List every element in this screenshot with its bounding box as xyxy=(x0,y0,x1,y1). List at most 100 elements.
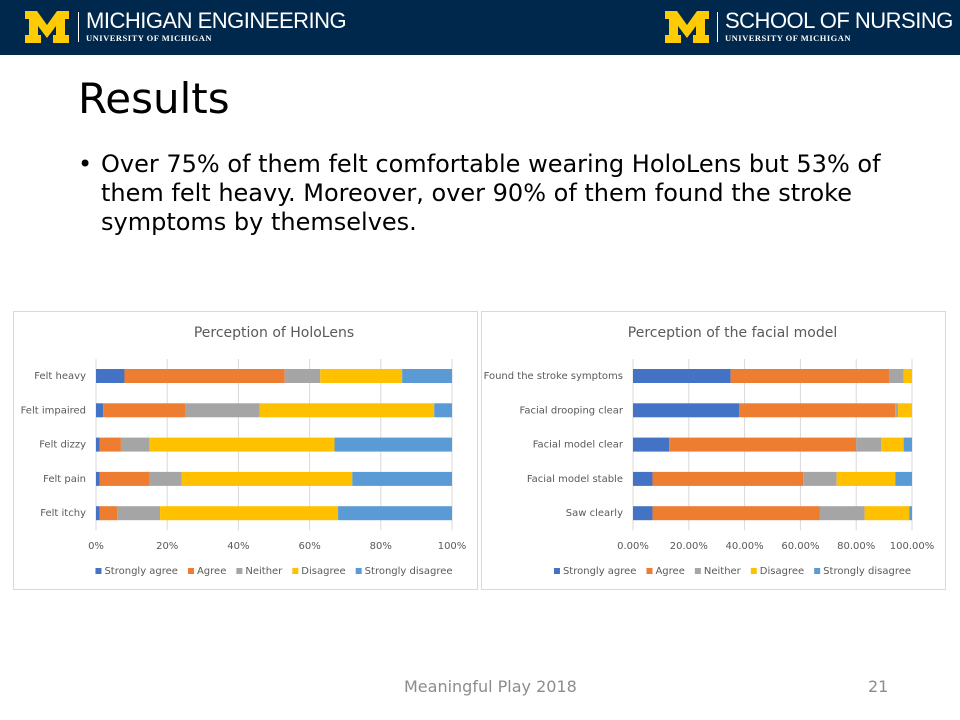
bar-segment xyxy=(856,437,882,452)
bar-segment xyxy=(903,437,912,452)
x-tick-label: 20% xyxy=(156,541,178,552)
bar-segment xyxy=(149,471,182,486)
legend-label: Disagree xyxy=(301,566,345,577)
x-tick-label: 80% xyxy=(370,541,392,552)
y-tick-label: Felt dizzy xyxy=(39,440,86,451)
y-tick-label: Felt pain xyxy=(43,474,86,485)
bar-segment xyxy=(160,506,339,521)
bar-segment xyxy=(633,437,670,452)
x-tick-label: 60.00% xyxy=(781,541,819,552)
y-tick-label: Facial drooping clear xyxy=(520,405,624,416)
legend-swatch xyxy=(750,568,757,574)
bar-segment xyxy=(352,471,452,486)
bar-segment xyxy=(117,506,161,521)
bar-segment xyxy=(803,471,837,486)
x-tick-label: 40.00% xyxy=(726,541,764,552)
y-tick-label: Facial model clear xyxy=(533,440,624,451)
y-tick-label: Felt impaired xyxy=(21,405,86,416)
bar-segment xyxy=(909,506,912,521)
bar-segment xyxy=(889,369,904,383)
legend-label: Strongly disagree xyxy=(365,566,453,577)
bar-segment xyxy=(259,403,435,418)
legend-swatch xyxy=(292,568,299,574)
chart-frame: Perception of HoloLens 0% 20% 40% 60% 80% 100%… xyxy=(13,311,478,590)
brand-subtitle: UNIVERSITY OF MICHIGAN xyxy=(725,33,852,43)
bar-segment xyxy=(633,403,740,418)
bar-segment xyxy=(895,403,899,418)
bar-segment xyxy=(96,471,100,486)
x-tick-label: 60% xyxy=(298,541,320,552)
page-number: 21 xyxy=(868,677,889,696)
bar-segment xyxy=(96,369,125,383)
x-tick-label: 20.00% xyxy=(670,541,708,552)
bar-segment xyxy=(96,437,100,452)
brand-left: MICHIGAN ENGINEERING UNIVERSITY OF MICHI… xyxy=(86,9,347,44)
x-tick-label: 0% xyxy=(88,541,104,552)
legend-swatch xyxy=(814,568,821,574)
legend-swatch xyxy=(95,568,102,574)
bar-segment xyxy=(881,437,904,452)
bullet-text: Over 75% of them felt comfortable wearin… xyxy=(101,150,881,236)
bar-segment xyxy=(633,506,653,521)
y-tick-label: Felt heavy xyxy=(34,371,86,382)
bar-segment xyxy=(652,506,820,521)
y-tick-label: Found the stroke symptoms xyxy=(484,371,623,382)
bar-segment xyxy=(96,403,104,418)
legend-label: Strongly agree xyxy=(104,566,178,577)
bar-segment xyxy=(669,437,857,452)
bar-segment xyxy=(898,403,912,418)
m-logo xyxy=(25,11,69,43)
footer-text: Meaningful Play 2018 xyxy=(404,677,577,696)
y-tick-label: Felt itchy xyxy=(40,508,86,519)
bullet-dot: • xyxy=(78,150,93,178)
chart-title: Perception of the facial model xyxy=(628,325,837,341)
bar-segment xyxy=(633,369,731,383)
bar-segment xyxy=(903,369,912,383)
bar-segment xyxy=(895,471,912,486)
brand-subtitle: UNIVERSITY OF MICHIGAN xyxy=(86,33,213,43)
bar-segment xyxy=(338,506,452,521)
legend-swatch xyxy=(553,568,560,574)
legend-label: Strongly disagree xyxy=(823,566,911,577)
chart-title: Perception of HoloLens xyxy=(194,325,354,341)
header: MICHIGAN ENGINEERING UNIVERSITY OF MICHI… xyxy=(0,0,960,55)
x-tick-label: 0.00% xyxy=(617,541,649,552)
slide-title: Results xyxy=(78,74,230,123)
bar-segment xyxy=(320,369,403,383)
x-tick-label: 40% xyxy=(227,541,249,552)
bar-segment xyxy=(334,437,452,452)
legend-label: Agree xyxy=(197,566,226,577)
y-tick-label: Saw clearly xyxy=(566,508,623,519)
brand-right: SCHOOL OF NURSING UNIVERSITY OF MICHIGAN xyxy=(725,8,953,44)
legend-label: Strongly agree xyxy=(563,566,637,577)
bar-segment xyxy=(864,506,910,521)
bar-segment xyxy=(96,506,100,521)
bar-segment xyxy=(819,506,865,521)
bar-segment xyxy=(739,403,896,418)
bar-segment xyxy=(103,403,185,418)
bar-segment xyxy=(124,369,285,383)
bar-segment xyxy=(284,369,321,383)
x-tick-label: 100.00% xyxy=(890,541,935,552)
bar-segment xyxy=(402,369,452,383)
bar-segment xyxy=(149,437,335,452)
bar-segment xyxy=(652,471,804,486)
bar-segment xyxy=(836,471,896,486)
bar-segment xyxy=(99,437,121,452)
bar-segment xyxy=(633,471,653,486)
bar-segment xyxy=(99,506,118,521)
bar-segment xyxy=(185,403,260,418)
brand-title: SCHOOL OF NURSING xyxy=(725,8,953,33)
legend-label: Disagree xyxy=(760,566,804,577)
legend-swatch xyxy=(355,568,362,574)
chart-frame: Perception of the facial model 0.00% 20.00… xyxy=(481,311,946,590)
x-tick-label: 80.00% xyxy=(837,541,875,552)
y-tick-label: Facial model stable xyxy=(527,474,623,485)
legend-swatch xyxy=(646,568,653,574)
m-logo xyxy=(665,11,709,43)
legend-label: Neither xyxy=(245,566,283,577)
legend-label: Neither xyxy=(704,566,742,577)
bar-segment xyxy=(181,471,353,486)
chart: Perception of the facial model 0.00% 20.00… xyxy=(484,325,935,577)
